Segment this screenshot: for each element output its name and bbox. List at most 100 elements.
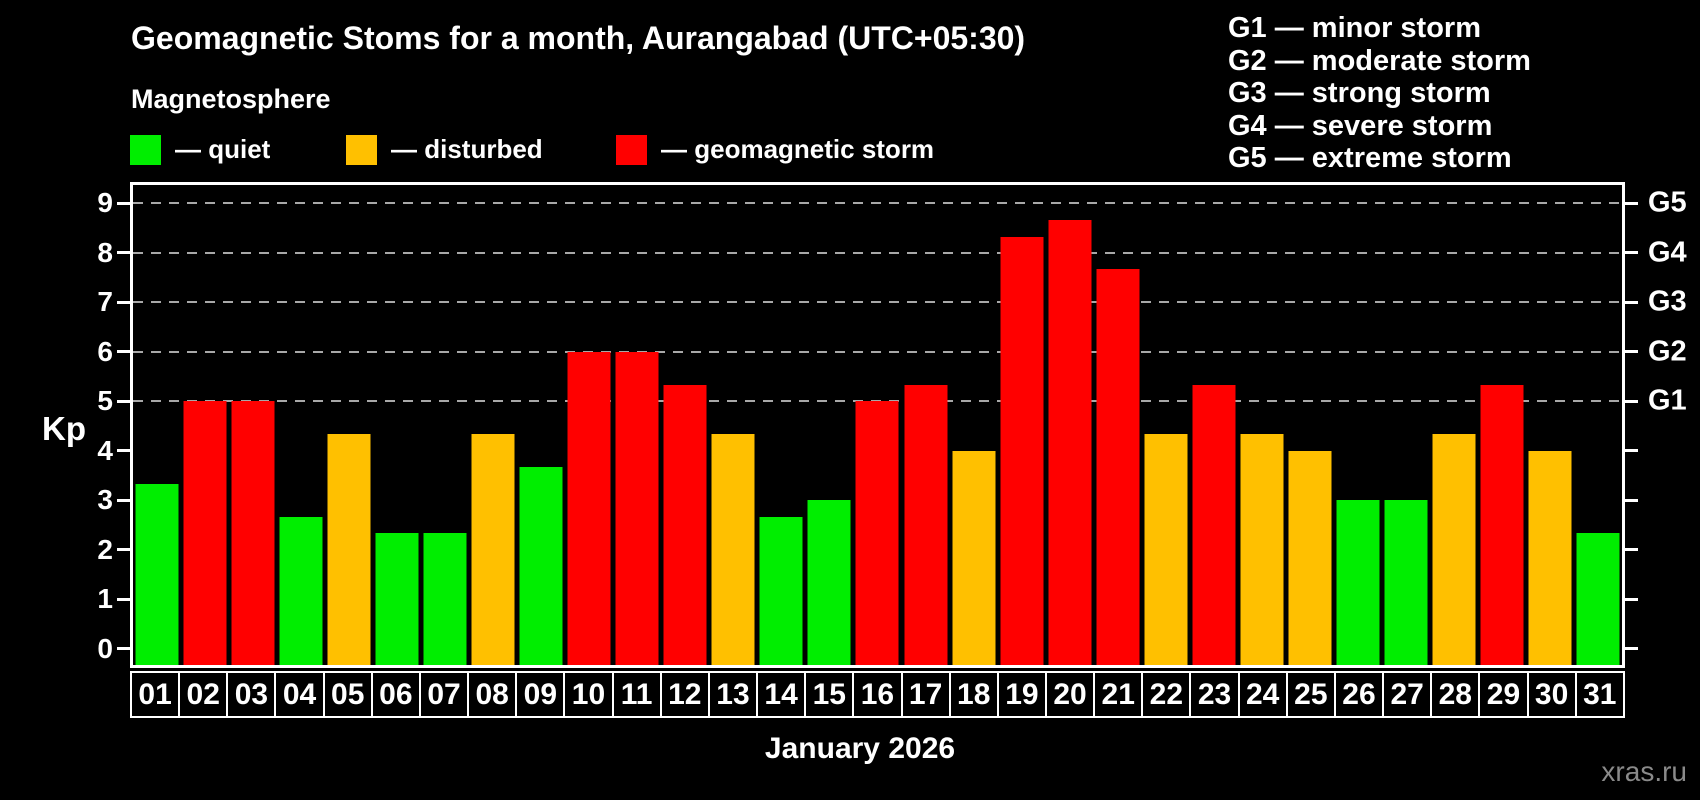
chart-title: Geomagnetic Stoms for a month, Aurangaba… xyxy=(131,20,1026,56)
right-tick-kp-8 xyxy=(1625,251,1638,255)
right-tick-kp-6 xyxy=(1625,350,1638,354)
y-tick-label-4: 4 xyxy=(97,434,113,466)
legend-label-storm: — geomagnetic storm xyxy=(661,134,935,164)
day-label-17: 17 xyxy=(900,673,949,716)
day-label-14: 14 xyxy=(756,673,804,716)
left-tick-kp-2 xyxy=(117,548,130,552)
bars-container xyxy=(133,185,1622,665)
kp-bar-day-16 xyxy=(855,401,899,665)
day-label-11: 11 xyxy=(611,673,660,716)
bar-slot-day-04 xyxy=(277,185,325,665)
day-label-06: 06 xyxy=(370,673,419,716)
day-label-09: 09 xyxy=(515,673,563,716)
day-label-26: 26 xyxy=(1333,673,1382,716)
day-label-27: 27 xyxy=(1382,673,1430,716)
x-axis-label: January 2026 xyxy=(764,732,956,765)
bar-slot-day-16 xyxy=(853,185,901,665)
right-tick-kp-3 xyxy=(1625,498,1638,502)
chart-subtitle: Magnetosphere xyxy=(131,84,331,114)
right-tick-kp-2 xyxy=(1625,548,1638,552)
day-label-31: 31 xyxy=(1574,673,1623,716)
legend-item-disturbed: — disturbed xyxy=(346,134,543,165)
bar-slot-day-02 xyxy=(181,185,229,665)
y-tick-label-1: 1 xyxy=(97,583,113,615)
day-label-10: 10 xyxy=(563,673,611,716)
right-tick-kp-4 xyxy=(1625,449,1638,453)
day-label-25: 25 xyxy=(1285,673,1334,716)
bar-slot-day-07 xyxy=(421,185,469,665)
day-label-12: 12 xyxy=(659,673,708,716)
day-label-28: 28 xyxy=(1430,673,1478,716)
day-label-15: 15 xyxy=(804,673,852,716)
day-label-29: 29 xyxy=(1478,673,1526,716)
bar-slot-day-28 xyxy=(1430,185,1478,665)
bar-slot-day-29 xyxy=(1478,185,1526,665)
kp-bar-day-17 xyxy=(904,384,948,665)
kp-bar-day-09 xyxy=(519,467,563,665)
kp-bar-day-06 xyxy=(375,533,419,665)
y-tick-label-6: 6 xyxy=(97,335,113,367)
day-label-05: 05 xyxy=(322,673,371,716)
legend-label-disturbed: — disturbed xyxy=(391,134,543,164)
bar-slot-day-15 xyxy=(805,185,853,665)
bar-slot-day-11 xyxy=(613,185,661,665)
kp-bar-day-23 xyxy=(1192,384,1236,665)
day-label-16: 16 xyxy=(852,673,900,716)
kp-bar-day-05 xyxy=(327,434,371,665)
left-tick-kp-0 xyxy=(117,647,130,651)
g-scale-tick-label-g4: G4 xyxy=(1648,236,1687,269)
left-tick-kp-1 xyxy=(117,597,130,601)
left-tick-kp-3 xyxy=(117,498,130,502)
g-legend-line-g5: G5 — extreme storm xyxy=(1228,142,1512,174)
bar-slot-day-14 xyxy=(757,185,805,665)
g-legend-line-g3: G3 — strong storm xyxy=(1228,77,1491,109)
kp-bar-day-11 xyxy=(615,351,659,665)
kp-bar-day-02 xyxy=(183,401,227,665)
day-label-24: 24 xyxy=(1237,673,1286,716)
bar-slot-day-09 xyxy=(517,185,565,665)
left-tick-kp-5 xyxy=(117,399,130,403)
day-label-21: 21 xyxy=(1093,673,1141,716)
kp-bar-day-14 xyxy=(759,516,803,665)
day-label-13: 13 xyxy=(707,673,756,716)
kp-bar-day-20 xyxy=(1048,219,1092,665)
bar-slot-day-06 xyxy=(373,185,421,665)
day-label-23: 23 xyxy=(1189,673,1237,716)
kp-bar-day-12 xyxy=(663,384,707,665)
storm-color-swatch xyxy=(616,134,647,165)
kp-bar-day-19 xyxy=(1000,236,1044,665)
kp-bar-day-01 xyxy=(135,483,179,665)
kp-bar-day-30 xyxy=(1528,450,1572,665)
bar-slot-day-03 xyxy=(229,185,277,665)
left-tick-kp-4 xyxy=(117,449,130,453)
bar-slot-day-30 xyxy=(1526,185,1574,665)
g-scale-tick-label-g1: G1 xyxy=(1648,384,1687,417)
kp-bar-day-22 xyxy=(1144,434,1188,665)
day-label-row: 01 02 03 04 05 06 07 08 09 10 11 12 13 14 15 16 17 18 19 20… xyxy=(130,671,1625,718)
bar-slot-day-24 xyxy=(1238,185,1286,665)
bar-slot-day-21 xyxy=(1094,185,1142,665)
y-tick-label-9: 9 xyxy=(97,187,113,219)
gridline-kp-8 xyxy=(133,251,1622,254)
gridline-kp-9 xyxy=(133,202,1622,205)
bar-slot-day-01 xyxy=(133,185,181,665)
y-tick-label-8: 8 xyxy=(97,236,113,268)
kp-bar-day-27 xyxy=(1384,500,1428,665)
bar-slot-day-10 xyxy=(565,185,613,665)
kp-bar-day-24 xyxy=(1240,434,1284,665)
left-tick-kp-6 xyxy=(117,350,130,354)
day-label-30: 30 xyxy=(1526,673,1575,716)
plot-inner xyxy=(133,185,1622,665)
g-scale-tick-label-g2: G2 xyxy=(1648,335,1687,368)
right-tick-kp-9 xyxy=(1625,201,1638,205)
bar-slot-day-20 xyxy=(1046,185,1094,665)
kp-bar-day-03 xyxy=(231,401,275,665)
bar-slot-day-22 xyxy=(1142,185,1190,665)
quiet-color-swatch xyxy=(130,134,161,165)
day-label-19: 19 xyxy=(996,673,1045,716)
day-label-20: 20 xyxy=(1044,673,1093,716)
kp-bar-day-29 xyxy=(1480,384,1524,665)
kp-bar-day-28 xyxy=(1432,434,1476,665)
left-tick-kp-8 xyxy=(117,251,130,255)
y-tick-label-5: 5 xyxy=(97,385,113,417)
